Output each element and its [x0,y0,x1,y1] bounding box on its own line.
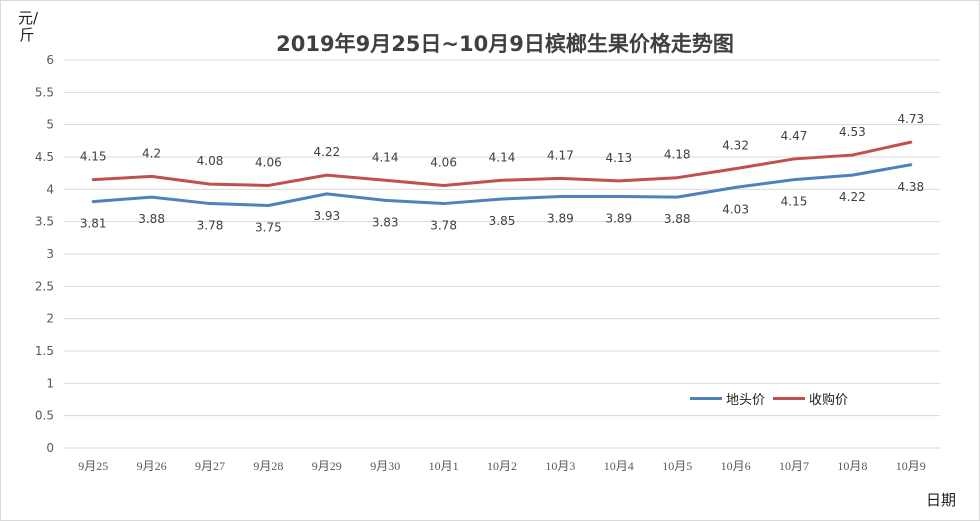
legend-swatch-series-1 [773,397,806,400]
y-tick-label: 6 [46,53,54,67]
x-tick-label: 9月29 [312,459,342,473]
data-label: 3.78 [197,219,224,233]
legend-item-series-0: 地头价 [690,389,765,408]
data-label: 4.14 [489,150,516,164]
data-label: 3.83 [372,215,399,229]
y-axis-label: 元/斤 [18,9,39,44]
data-label: 4.73 [897,112,924,126]
x-tick-label: 10月6 [721,459,751,473]
data-label: 4.2 [142,146,161,160]
legend-label-series-0: 地头价 [726,393,766,408]
y-tick-label: 2.5 [35,279,54,293]
x-tick-label: 10月3 [545,459,575,473]
x-tick-label: 10月7 [779,459,809,473]
y-tick-label: 5 [46,118,54,132]
y-tick-label: 1 [46,376,54,390]
data-label: 4.18 [664,148,691,162]
data-label: 3.81 [80,217,107,231]
series-line-0 [91,163,913,207]
legend-label-series-1: 收购价 [809,393,849,408]
x-tick-label: 9月25 [78,459,108,473]
y-tick-label: 1.5 [35,344,54,358]
data-label: 3.78 [430,219,457,233]
x-tick-label: 10月4 [604,459,634,473]
data-label: 3.75 [255,221,282,235]
data-label: 4.22 [313,145,340,159]
x-tick-label: 9月28 [253,459,283,473]
y-tick-label: 0.5 [35,409,54,423]
series-line-1 [91,140,913,187]
legend: 地头价 收购价 [690,389,856,408]
y-tick-label: 4 [46,182,54,196]
x-axis-label: 日期 [926,491,957,509]
data-label: 4.38 [897,180,924,194]
data-label: 4.47 [781,129,808,143]
data-label: 4.03 [722,202,749,216]
x-tick-label: 10月9 [896,459,926,473]
chart-title: 2019年9月25日~10月9日槟榔生果价格走势图 [276,32,734,56]
x-tick-label: 9月26 [137,459,167,473]
data-label: 4.22 [839,190,866,204]
x-tick-label: 10月1 [429,459,459,473]
data-label: 4.15 [80,150,107,164]
x-tick-label: 9月27 [195,459,225,473]
data-label: 3.89 [547,211,574,225]
y-tick-label: 5.5 [35,85,54,99]
data-label: 3.93 [313,209,340,223]
y-tick-label: 4.5 [35,150,54,164]
x-tick-label: 10月2 [487,459,517,473]
x-tick-label: 9月30 [370,459,400,473]
data-label: 4.17 [547,148,574,162]
y-tick-label: 2 [46,312,54,326]
data-label: 3.88 [138,212,165,226]
legend-item-series-1: 收购价 [773,389,848,408]
data-label: 4.15 [781,195,808,209]
y-tick-label: 3 [46,247,54,261]
x-tick-label: 10月8 [837,459,867,473]
data-label: 3.89 [605,211,632,225]
x-tick-label: 10月5 [662,459,692,473]
y-tick-label: 3.5 [35,215,54,229]
data-label: 4.06 [255,155,282,169]
data-label: 4.32 [722,139,749,153]
data-label: 4.14 [372,150,399,164]
legend-swatch-series-0 [690,397,722,400]
y-tick-label: 0 [46,441,54,455]
data-label: 4.53 [839,125,866,139]
data-label: 3.85 [489,214,516,228]
data-label: 4.13 [605,151,632,165]
data-label: 4.08 [197,154,224,168]
data-label: 4.06 [430,155,457,169]
data-label: 3.88 [664,212,691,226]
